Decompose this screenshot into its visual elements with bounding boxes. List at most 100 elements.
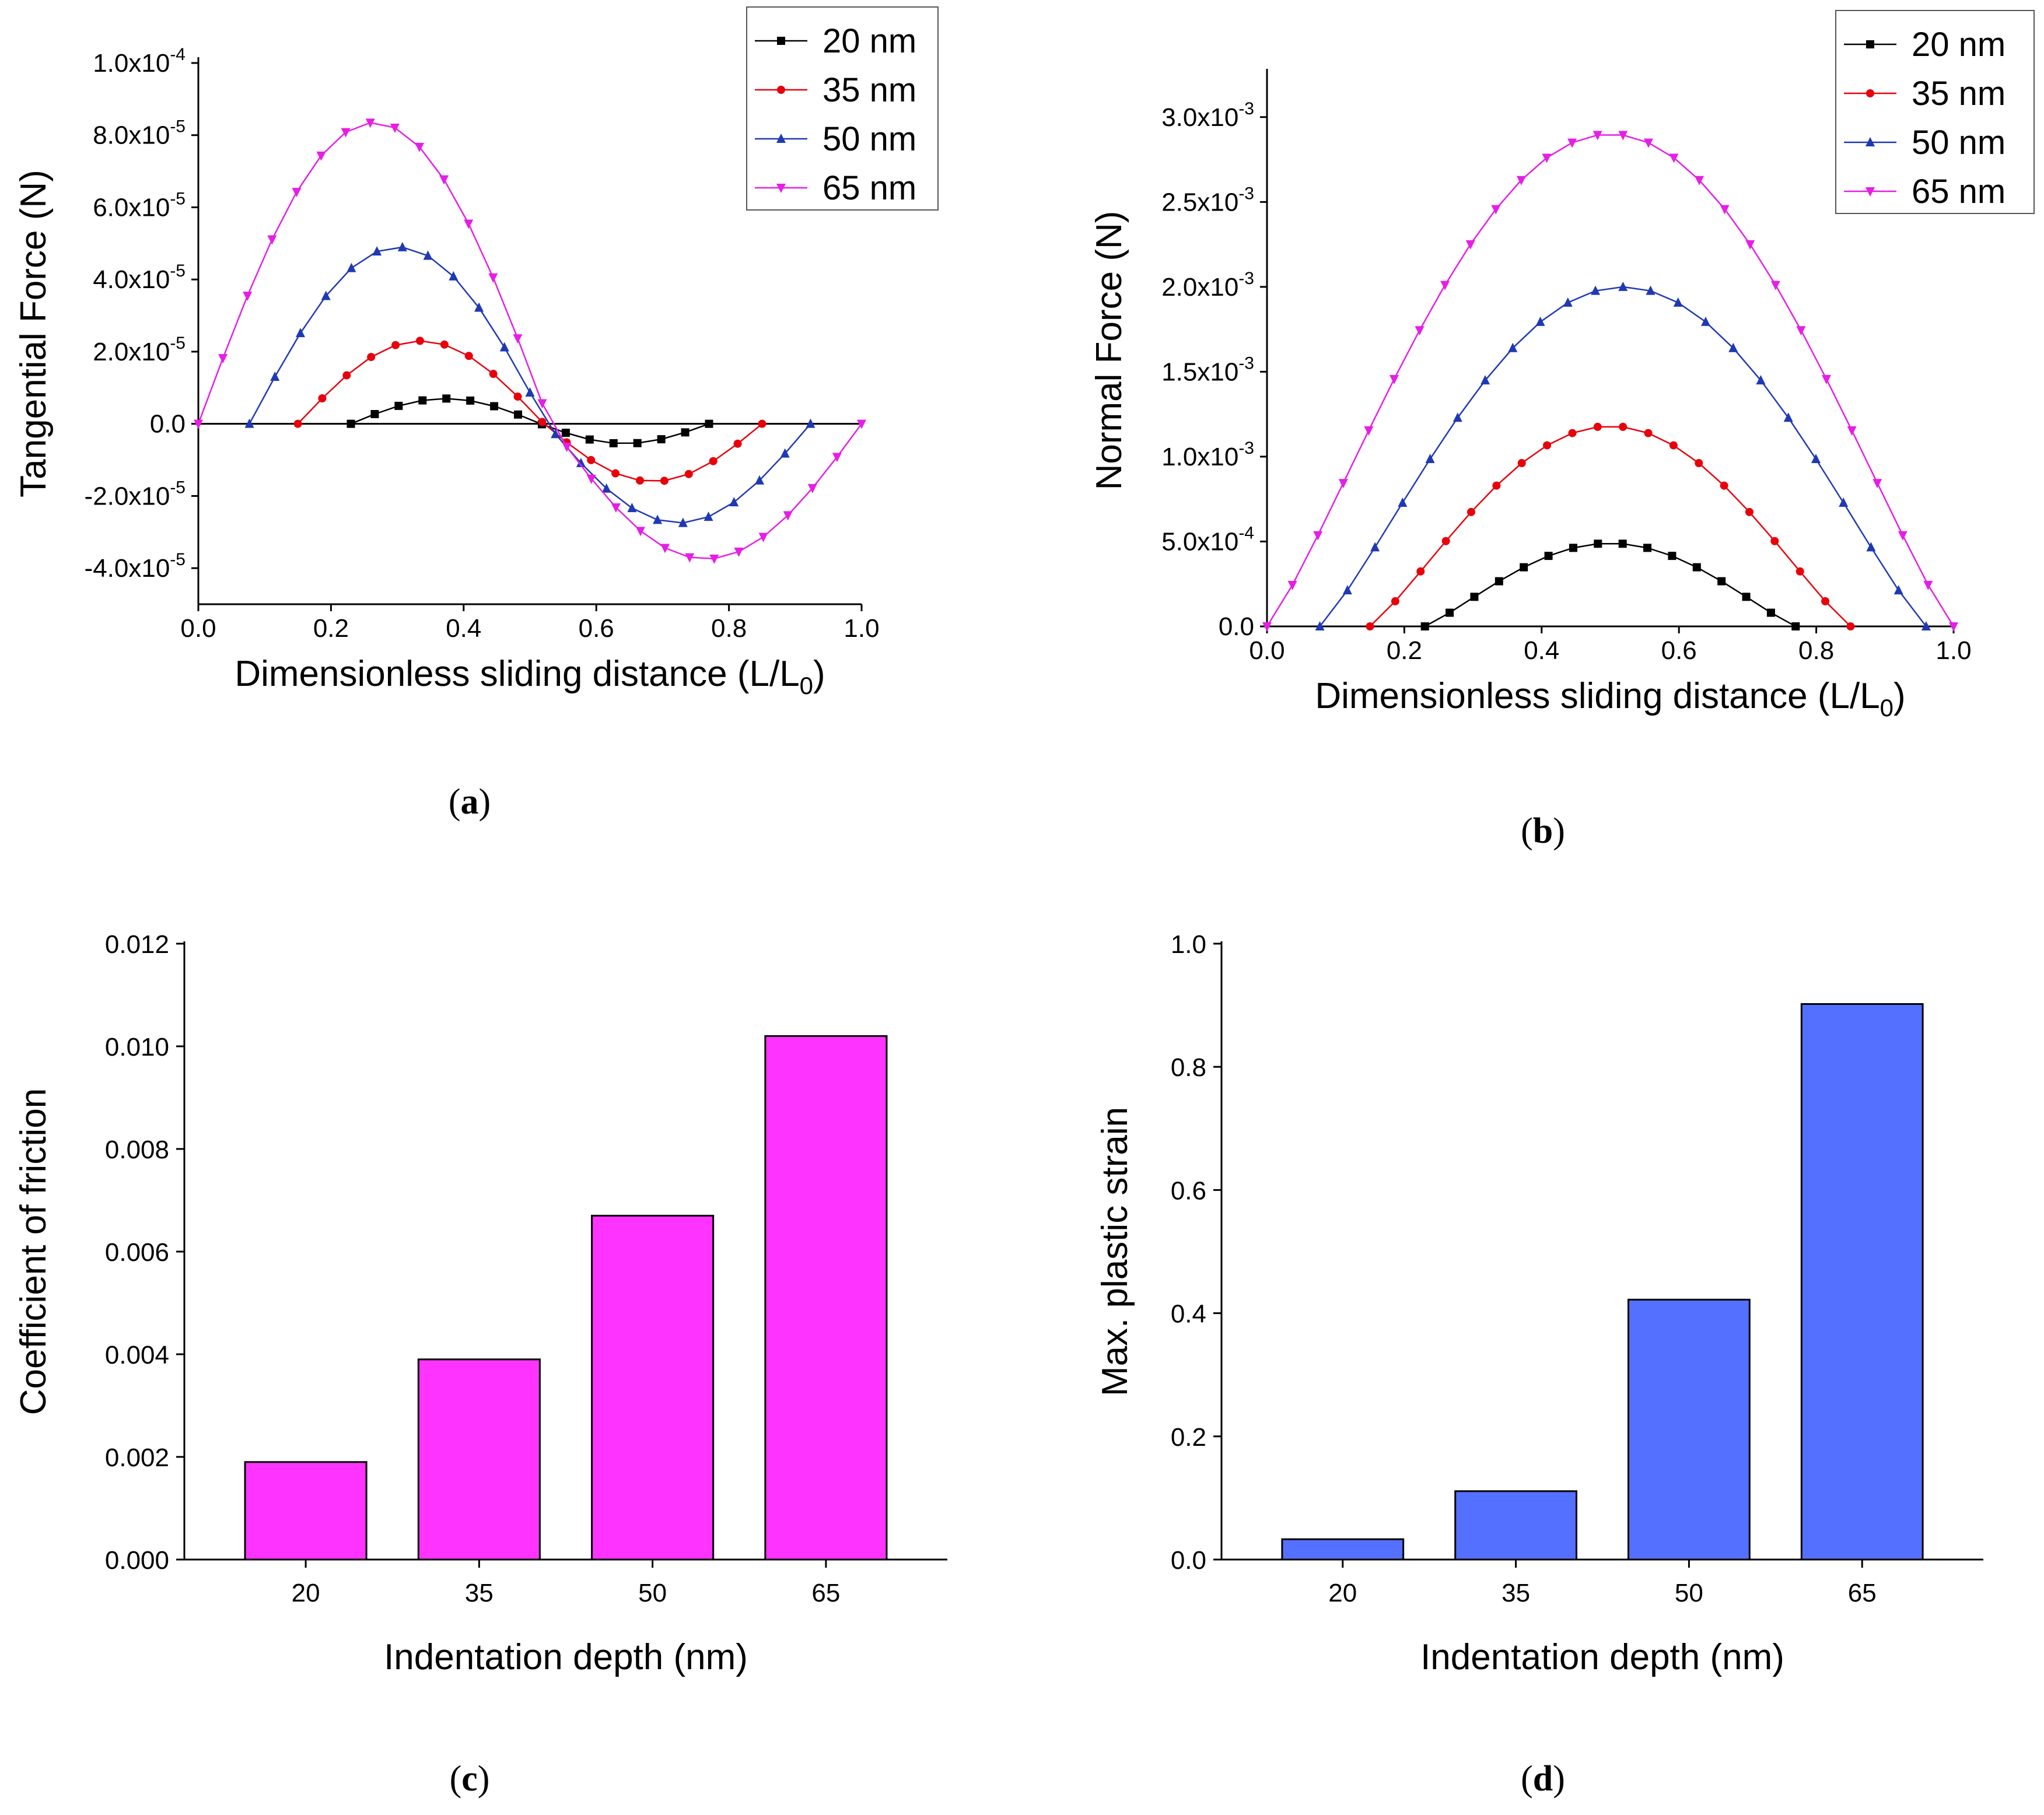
data-point — [1898, 531, 1908, 541]
data-point — [660, 544, 670, 553]
data-point — [1742, 593, 1751, 601]
data-point — [474, 302, 484, 312]
data-point — [415, 142, 424, 152]
data-point — [561, 429, 570, 437]
series-line — [197, 122, 863, 560]
y-tick-label: -4.0x10-5 — [85, 550, 186, 583]
data-point — [681, 428, 690, 437]
data-point — [1467, 507, 1476, 516]
y-tick-label: 0.004 — [105, 1341, 169, 1369]
data-point — [365, 118, 375, 128]
series-line — [249, 246, 811, 524]
data-point — [1440, 281, 1450, 290]
data-point — [611, 503, 621, 513]
data-point — [1717, 577, 1726, 586]
x-tick-label: 65 — [1848, 1579, 1877, 1607]
x-tick-label: 20 — [292, 1579, 320, 1607]
data-point — [1342, 585, 1352, 595]
data-point — [1415, 326, 1424, 336]
data-point — [466, 396, 475, 405]
data-point — [1520, 563, 1528, 572]
y-tick-label: 0.2 — [1171, 1423, 1206, 1452]
series-line — [1319, 286, 1927, 627]
series-20-nm — [1420, 539, 1800, 630]
x-tick-label: 50 — [638, 1579, 667, 1607]
x-tick-label: 65 — [811, 1579, 840, 1607]
data-point — [807, 483, 817, 493]
data-point — [1492, 481, 1501, 490]
data-point — [1669, 153, 1679, 163]
data-point — [1791, 622, 1800, 630]
x-axis-title: Indentation depth (nm) — [1420, 1637, 1784, 1677]
data-point — [423, 250, 433, 260]
data-point — [1542, 153, 1552, 163]
bar-65 — [764, 1035, 888, 1561]
x-tick-label: 0.0 — [180, 614, 216, 643]
data-point — [442, 394, 451, 403]
data-point — [729, 497, 739, 507]
data-point — [1619, 422, 1628, 431]
y-axis-title: Coefficient of friction — [13, 1088, 54, 1415]
y-tick-label: 0.010 — [105, 1033, 169, 1061]
data-point — [1491, 205, 1501, 215]
legend-marker — [1866, 187, 1875, 197]
x-tick-label: 50 — [1675, 1579, 1703, 1607]
data-point — [390, 123, 400, 133]
data-point — [1766, 608, 1775, 617]
data-point — [1446, 608, 1454, 617]
data-point — [755, 475, 765, 485]
data-point — [499, 342, 509, 352]
data-point — [525, 387, 535, 397]
data-point — [1452, 412, 1462, 422]
x-tick-label: 1.0 — [1936, 636, 1971, 665]
legend-label: 35 nm — [1912, 75, 2006, 113]
data-point — [1470, 593, 1479, 601]
data-point — [1618, 281, 1628, 291]
y-tick-label: 1.5x10-3 — [1161, 353, 1254, 386]
y-tick-label: 0.6 — [1171, 1176, 1206, 1205]
legend-marker — [1866, 40, 1874, 48]
x-tick-label: 35 — [465, 1579, 494, 1607]
data-point — [1720, 205, 1730, 215]
data-point — [1535, 316, 1545, 326]
data-point — [1822, 374, 1832, 384]
legend-marker — [776, 184, 786, 193]
series-line — [1369, 426, 1852, 627]
data-point — [318, 394, 327, 402]
y-axis-title: Tangential Force (N) — [13, 170, 54, 497]
data-point — [780, 448, 790, 458]
y-tick-label: 0.0 — [150, 410, 186, 439]
data-point — [1517, 459, 1526, 468]
x-tick-label: 0.6 — [579, 614, 614, 643]
data-point — [321, 290, 331, 300]
series-50-nm — [244, 241, 816, 527]
series-line — [297, 340, 763, 482]
data-point — [1873, 479, 1882, 489]
data-point — [1416, 567, 1425, 576]
data-point — [1644, 429, 1653, 437]
legend-marker — [776, 134, 786, 143]
y-tick-label: 1.0x10-4 — [93, 45, 186, 78]
data-point — [514, 410, 523, 419]
coefficient-of-friction-chart: 0.000 0.002 0.004 0.006 0.008 0.010 0.012 20 35 5… — [13, 930, 947, 1677]
legend: 20 nm 35 nm 50 nm 65 nm — [746, 6, 939, 211]
x-axis-title: Dimensionless sliding distance (L/L0) — [1315, 676, 1905, 721]
data-point — [1673, 297, 1683, 307]
data-point — [657, 435, 666, 444]
data-point — [1370, 542, 1380, 552]
data-point — [585, 435, 594, 444]
data-point — [611, 469, 620, 478]
bar-20 — [1281, 1538, 1405, 1561]
data-point — [372, 246, 382, 256]
data-point — [488, 273, 498, 283]
x-tick-label: 0.2 — [1387, 636, 1422, 665]
legend-label: 65 nm — [822, 169, 916, 207]
data-point — [1692, 563, 1701, 572]
bar-20 — [244, 1461, 368, 1561]
y-tick-label: 0.002 — [105, 1443, 169, 1472]
data-point — [562, 443, 572, 453]
data-point — [1847, 426, 1857, 436]
data-point — [270, 371, 280, 381]
data-point — [1720, 481, 1728, 490]
data-point — [267, 235, 277, 245]
